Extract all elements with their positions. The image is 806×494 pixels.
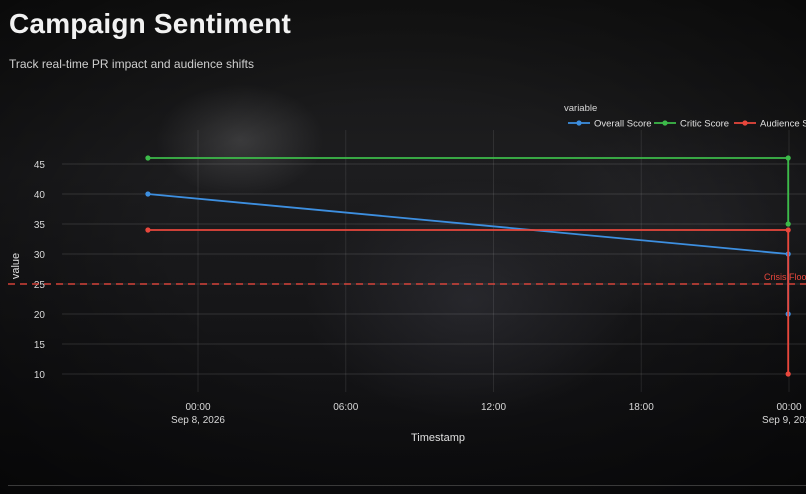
y-tick-label: 40: [34, 190, 46, 201]
legend: variable Overall Score Critic Score Audienc…: [564, 103, 806, 130]
x-tick-label: 00:00: [776, 402, 801, 413]
data-point: [785, 371, 791, 377]
y-tick-label: 35: [34, 220, 46, 231]
grid-layer: [62, 130, 806, 392]
y-axis-title: value: [10, 253, 22, 279]
legend-marker: [662, 120, 668, 126]
x-axis-title: Timestamp: [411, 432, 465, 444]
x-tick-label: 12:00: [481, 402, 506, 413]
threshold-layer: Crisis Floor: [8, 272, 806, 285]
crisis-floor-label: Crisis Floor: [764, 272, 806, 282]
x-tick-sublabel: Sep 9, 2026: [762, 415, 806, 426]
legend-marker: [742, 120, 748, 126]
x-tick-label: 00:00: [185, 402, 210, 413]
series-line-audience-score: [147, 229, 790, 374]
data-point: [145, 191, 151, 197]
axis-layer: 10 15 20 25 30 35 40 45 00:00 Sep 8, 2026 06:00 12:…: [10, 160, 806, 444]
legend-title: variable: [564, 103, 597, 114]
legend-entry: Overall Score: [594, 119, 652, 130]
y-tick-label: 25: [34, 280, 46, 291]
data-point: [785, 155, 791, 161]
page-title: Campaign Sentiment: [9, 8, 292, 39]
legend-marker: [576, 120, 582, 126]
x-tick-label: 18:00: [629, 402, 654, 413]
y-tick-label: 30: [34, 250, 46, 261]
x-tick-label: 06:00: [333, 402, 358, 413]
series-line-critic-score: [147, 157, 790, 224]
page-subtitle: Track real-time PR impact and audience s…: [9, 57, 254, 71]
x-tick-sublabel: Sep 8, 2026: [171, 415, 225, 426]
data-point: [145, 227, 151, 233]
series-layer: [145, 155, 791, 377]
legend-entry: Audience Score: [760, 119, 806, 130]
data-point: [785, 221, 791, 227]
y-tick-label: 15: [34, 340, 46, 351]
divider: [8, 485, 806, 486]
y-tick-label: 45: [34, 160, 46, 171]
y-tick-label: 10: [34, 370, 46, 381]
data-point: [145, 155, 151, 161]
y-tick-label: 20: [34, 310, 46, 321]
data-point: [785, 227, 791, 233]
legend-entry: Critic Score: [680, 119, 729, 130]
